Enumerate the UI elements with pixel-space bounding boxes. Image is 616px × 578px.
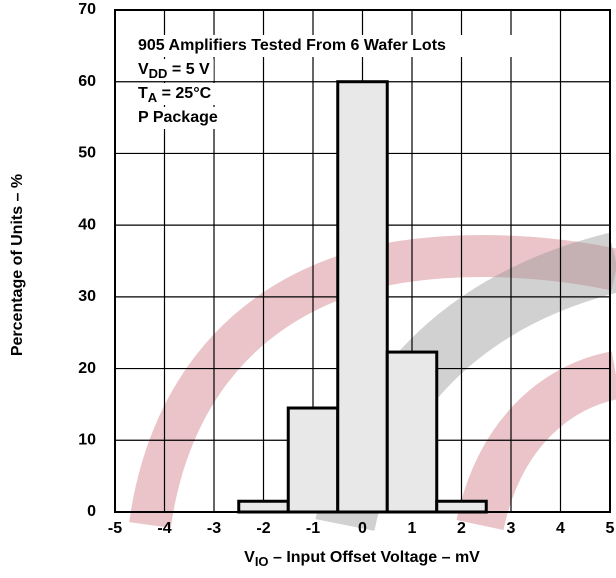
annotation-rest: = 5 V <box>167 61 210 78</box>
x-tick-label: 5 <box>606 520 615 537</box>
x-axis-label-subscript: IO <box>255 554 269 569</box>
y-tick-label: 70 <box>78 1 96 18</box>
histogram-bar <box>237 499 290 514</box>
histogram-bar <box>286 406 340 514</box>
annotation: 905 Amplifiers Tested From 6 Wafer Lots <box>138 37 446 54</box>
y-tick-label: 20 <box>78 360 96 377</box>
y-tick-label: 0 <box>87 503 96 520</box>
x-axis-label-rest: – Input Offset Voltage – mV <box>269 549 481 566</box>
annotation: VDD = 5 V <box>138 61 210 81</box>
x-tick-label: -2 <box>256 520 270 537</box>
x-tick-label: 1 <box>408 520 417 537</box>
x-tick-label: 3 <box>507 520 516 537</box>
histogram-bar <box>336 80 389 514</box>
x-axis-label-main: V <box>244 549 255 566</box>
annotation-bg <box>134 59 214 81</box>
y-tick-label: 10 <box>78 432 96 449</box>
annotation-subscript: DD <box>149 66 168 81</box>
x-tick-label: 4 <box>556 520 565 537</box>
y-axis-label: Percentage of Units – % <box>9 174 26 356</box>
y-tick-label: 30 <box>78 288 96 305</box>
y-tick-label: 40 <box>78 216 96 233</box>
y-tick-label: 50 <box>78 145 96 162</box>
annotation-bg <box>134 83 216 105</box>
x-axis-label: VIO – Input Offset Voltage – mV <box>244 549 480 569</box>
x-tick-label: 2 <box>457 520 466 537</box>
annotation: TA = 25°C <box>138 85 212 105</box>
x-tick-label: -1 <box>306 520 320 537</box>
x-tick-label: -3 <box>207 520 221 537</box>
annotation-main: V <box>138 61 149 78</box>
histogram-bar <box>435 499 488 514</box>
annotation-rest: = 25°C <box>157 85 211 102</box>
watermark-red-arc-2 <box>456 351 616 531</box>
plot-frame <box>114 9 611 513</box>
annotation-bg <box>134 35 546 57</box>
x-tick-label: -5 <box>108 520 122 537</box>
annotation: P Package <box>138 109 218 126</box>
x-tick-label: -4 <box>157 520 171 537</box>
y-tick-label: 60 <box>78 73 96 90</box>
annotation-bg <box>134 107 244 129</box>
annotation-subscript: A <box>148 90 158 105</box>
annotation-main: T <box>138 85 148 102</box>
x-tick-label: 0 <box>358 520 367 537</box>
histogram-bar <box>385 350 439 514</box>
